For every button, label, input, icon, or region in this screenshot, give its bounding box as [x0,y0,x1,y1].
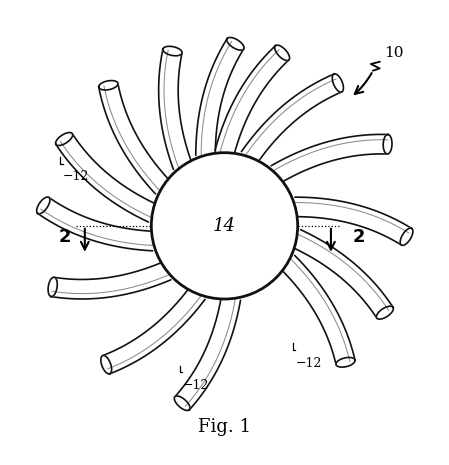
Text: 14: 14 [213,217,236,235]
Polygon shape [101,355,112,374]
Text: 10: 10 [384,46,404,60]
Text: −12: −12 [182,379,209,392]
Polygon shape [37,197,50,214]
Polygon shape [215,46,289,155]
Polygon shape [271,134,388,183]
Polygon shape [275,45,290,60]
Polygon shape [56,133,73,146]
Polygon shape [383,134,392,154]
Polygon shape [175,297,241,410]
Polygon shape [48,277,57,297]
Polygon shape [103,288,205,374]
Polygon shape [281,256,355,365]
Polygon shape [38,198,154,251]
Polygon shape [99,83,170,194]
Polygon shape [196,39,244,155]
Polygon shape [332,74,343,92]
Polygon shape [400,228,413,246]
Polygon shape [336,358,355,367]
Polygon shape [376,306,393,319]
Polygon shape [158,49,192,169]
Text: 2: 2 [353,228,365,246]
Text: −12: −12 [295,357,322,370]
Text: Fig. 1: Fig. 1 [198,418,251,437]
Text: 2: 2 [59,228,71,246]
Polygon shape [51,262,171,299]
Polygon shape [174,396,190,411]
Text: −12: −12 [63,170,89,183]
Polygon shape [99,80,118,90]
Polygon shape [292,230,393,318]
Polygon shape [56,133,157,222]
Polygon shape [163,46,182,56]
Polygon shape [295,197,412,245]
Circle shape [151,153,298,299]
Polygon shape [242,74,342,163]
Polygon shape [227,38,244,50]
